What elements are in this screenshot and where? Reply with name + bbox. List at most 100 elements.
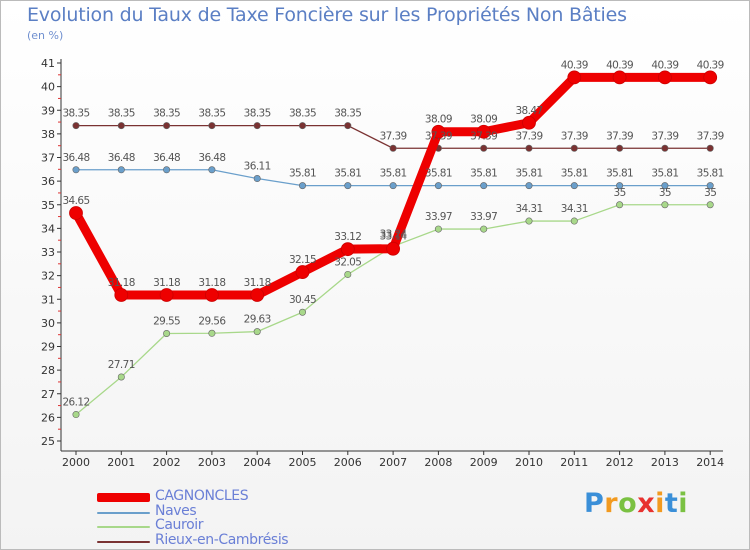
data-label: 34.31 <box>561 203 588 215</box>
data-label: 35.81 <box>334 168 361 180</box>
data-point <box>706 144 714 152</box>
legend-swatch <box>97 526 150 528</box>
data-label: 40.39 <box>651 59 678 71</box>
data-label: 29.55 <box>153 316 180 328</box>
data-label: 31.18 <box>153 277 180 289</box>
data-point <box>298 308 306 316</box>
data-label: 33.97 <box>470 211 497 223</box>
x-tick-label: 2001 <box>107 456 135 469</box>
logo-letter: P <box>584 488 605 519</box>
chart-subtitle: (en %) <box>27 29 64 42</box>
data-label: 35 <box>659 187 671 199</box>
data-point <box>117 122 125 130</box>
data-point <box>250 288 265 302</box>
legend-label: CAGNONCLES <box>155 488 249 504</box>
data-point <box>480 144 488 152</box>
x-tick-label: 2008 <box>424 456 452 469</box>
data-label: 29.63 <box>244 314 271 326</box>
y-tick-label: 40 <box>41 81 55 94</box>
data-label: 40.39 <box>697 59 724 71</box>
data-label: 35.81 <box>515 168 542 180</box>
data-point <box>570 144 578 152</box>
data-point <box>208 122 216 130</box>
data-point <box>204 288 219 302</box>
data-label: 35 <box>704 187 716 199</box>
data-point <box>522 115 536 130</box>
chart-title: Evolution du Taux de Taxe Foncière sur l… <box>27 4 627 26</box>
x-tick-label: 2006 <box>334 456 362 469</box>
data-label: 33.14 <box>380 231 408 243</box>
data-point <box>344 270 352 278</box>
data-point <box>612 70 627 85</box>
legend-swatch <box>97 541 150 543</box>
data-label: 35.81 <box>697 168 724 180</box>
data-label: 26.12 <box>62 397 89 409</box>
data-label: 31.18 <box>244 277 271 289</box>
data-point <box>525 182 533 190</box>
y-tick-label: 28 <box>41 364 55 377</box>
data-label: 37.39 <box>515 130 542 142</box>
data-point <box>163 166 171 174</box>
data-point <box>389 144 397 152</box>
data-point <box>159 288 174 302</box>
data-label: 37.39 <box>380 130 407 142</box>
data-label: 35 <box>614 187 626 199</box>
data-point <box>658 70 672 85</box>
data-point <box>208 329 216 337</box>
data-point <box>570 217 578 225</box>
axes: 25 26 27 28 29 30 31 32 33 34 35 36 37 38 39 40 41 2000 20… <box>41 57 724 469</box>
data-label: 38.09 <box>470 114 497 126</box>
data-point <box>480 182 488 190</box>
data-label: 36.48 <box>108 152 135 164</box>
data-label: 40.39 <box>606 59 633 71</box>
data-label: 27.71 <box>108 359 135 371</box>
x-tick-label: 2002 <box>153 456 181 469</box>
y-tick-label: 39 <box>41 104 55 117</box>
data-point <box>72 166 80 174</box>
data-point <box>661 182 669 190</box>
data-point <box>340 242 355 257</box>
logo-letter: r <box>604 488 619 519</box>
data-label: 37.39 <box>470 130 497 142</box>
data-label: 32.05 <box>334 256 361 268</box>
data-label: 38.35 <box>198 108 225 120</box>
data-point <box>570 182 578 190</box>
data-labels: 34.65 31.18 31.18 31.18 31.18 32.15 33.12 33.14… <box>62 59 724 409</box>
data-point <box>163 330 171 338</box>
data-point <box>431 124 446 139</box>
logo-letter: x <box>637 488 656 519</box>
data-point <box>208 166 216 174</box>
legend-label: Naves <box>155 503 197 519</box>
logo-letter: i <box>655 488 665 519</box>
y-tick-label: 41 <box>41 57 55 70</box>
y-tick-label: 38 <box>41 128 55 141</box>
data-point <box>72 411 80 419</box>
data-point <box>298 122 306 130</box>
data-label: 36.48 <box>198 152 225 164</box>
y-tick-label: 37 <box>41 152 55 165</box>
data-point <box>72 122 80 130</box>
y-tick-label: 36 <box>41 175 55 188</box>
y-tick-label: 30 <box>41 317 55 330</box>
x-tick-label: 2013 <box>651 456 679 469</box>
x-tick-label: 2014 <box>696 456 724 469</box>
y-tick-label: 33 <box>41 246 55 259</box>
data-label: 35.81 <box>289 168 316 180</box>
x-tick-label: 2012 <box>606 456 634 469</box>
y-tick-label: 32 <box>41 270 55 283</box>
data-label: 33.24 <box>380 228 408 240</box>
x-tick-label: 2000 <box>62 456 90 469</box>
logo-letter: i <box>678 488 689 519</box>
proxiti-logo: Proxiti <box>584 488 688 519</box>
data-label: 38.47 <box>515 105 542 117</box>
data-label: 35.81 <box>380 168 407 180</box>
legend-label: Cauroir <box>155 517 204 533</box>
data-point <box>253 122 261 130</box>
data-point <box>386 241 401 256</box>
data-label: 37.39 <box>697 130 724 142</box>
data-label: 29.56 <box>198 315 226 327</box>
data-label: 35.81 <box>470 168 497 180</box>
data-label: 37.39 <box>606 130 633 142</box>
